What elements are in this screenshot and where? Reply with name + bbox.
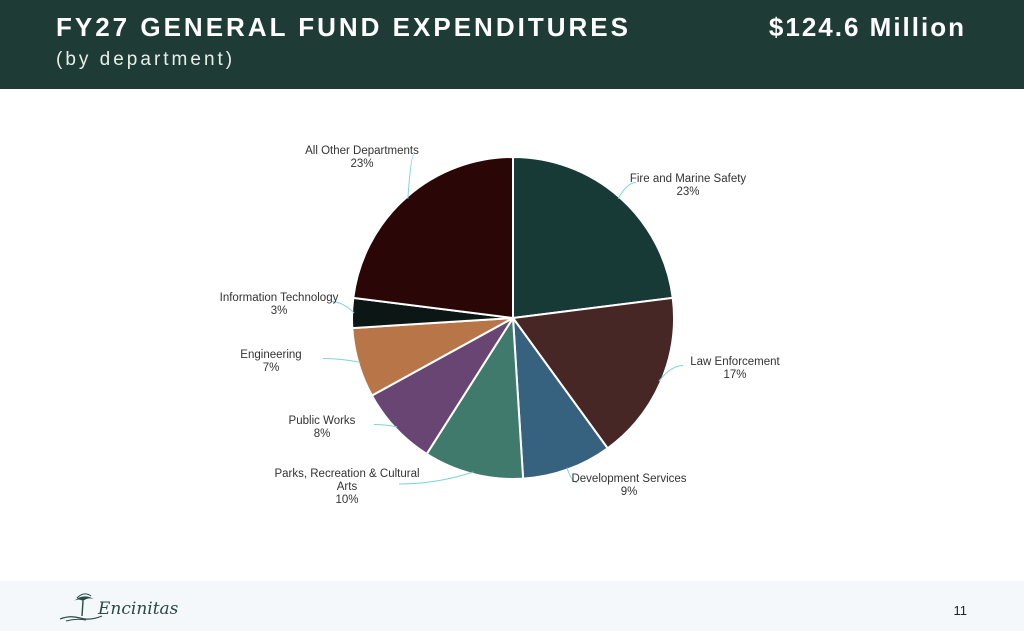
data-label: Development Services 9%: [571, 473, 686, 498]
leader-line: [658, 365, 684, 382]
data-label: Law Enforcement 17%: [690, 356, 780, 381]
page-number: 11: [953, 603, 968, 618]
pie-slice-law-enforcement: [511, 296, 675, 450]
pie-slice-parks-recreation-cultural-arts: [425, 314, 525, 480]
data-label: All Other Departments 23%: [305, 145, 419, 170]
leader-line: [373, 424, 398, 428]
total-amount: $124.6 Million: [768, 12, 966, 42]
pie-chart-area: Fire and Marine Safety 23% Law Enforcement…: [0, 89, 1024, 581]
footer-bar: Encinitas 11: [0, 581, 1024, 631]
page-subtitle: (by department): [56, 49, 236, 70]
header-bar: FY27 GENERAL FUND EXPENDITURES (by depar…: [0, 0, 1024, 89]
logo-wordmark: Encinitas: [98, 599, 179, 619]
pie-slice-all-other-departments: [352, 155, 514, 320]
page-title: FY27 GENERAL FUND EXPENDITURES: [56, 12, 631, 42]
tree-icon: [59, 593, 103, 622]
data-label: Parks, Recreation & Cultural Arts 10%: [274, 468, 419, 506]
leader-line: [407, 154, 415, 199]
data-label: Information Technology 3%: [220, 292, 339, 317]
leader-line: [322, 358, 361, 363]
leader-line: [398, 471, 474, 485]
data-label: Engineering 7%: [240, 349, 301, 374]
leader-line: [617, 182, 637, 199]
pie-chart: Fire and Marine Safety 23% Law Enforcement…: [220, 145, 781, 506]
data-label: Public Works 8%: [289, 415, 356, 440]
city-logo: Encinitas: [58, 589, 188, 625]
leader-line: [566, 467, 578, 483]
data-label: Fire and Marine Safety 23%: [630, 173, 747, 198]
leader-line: [330, 301, 355, 314]
